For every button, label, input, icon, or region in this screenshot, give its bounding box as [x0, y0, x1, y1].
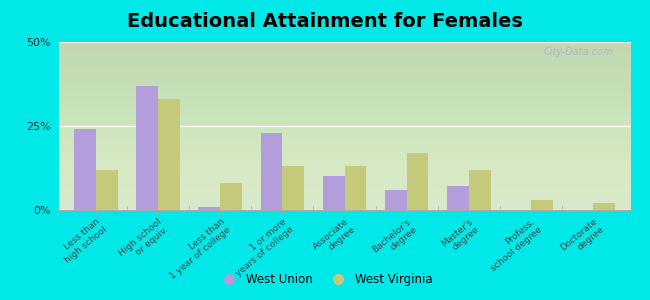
Bar [74, 129, 96, 210]
Bar [282, 166, 304, 210]
Bar [198, 207, 220, 210]
Bar [158, 99, 180, 210]
Legend: West Union, West Virginia: West Union, West Virginia [213, 269, 437, 291]
Bar [220, 183, 242, 210]
Bar [447, 187, 469, 210]
Bar [469, 170, 491, 210]
Bar [344, 166, 366, 210]
Bar [407, 153, 428, 210]
Bar [96, 170, 118, 210]
Bar [323, 176, 345, 210]
Bar [531, 200, 552, 210]
Bar [136, 86, 158, 210]
Bar [593, 203, 615, 210]
Bar [385, 190, 407, 210]
Text: City-Data.com: City-Data.com [543, 47, 614, 57]
Text: Educational Attainment for Females: Educational Attainment for Females [127, 12, 523, 31]
Bar [261, 133, 282, 210]
